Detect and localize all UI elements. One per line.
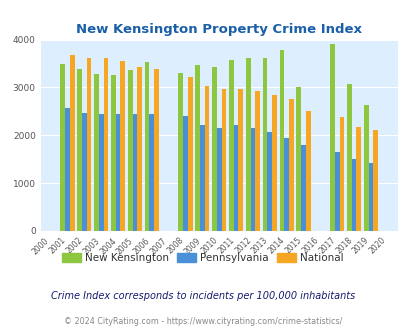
Bar xyxy=(216,128,221,231)
Bar xyxy=(60,63,65,231)
Bar xyxy=(87,58,91,231)
Bar xyxy=(115,114,120,231)
Bar xyxy=(188,77,192,231)
Bar xyxy=(363,105,368,231)
Bar xyxy=(137,67,142,231)
Bar xyxy=(195,65,200,231)
Bar xyxy=(212,67,216,231)
Legend: New Kensington, Pennsylvania, National: New Kensington, Pennsylvania, National xyxy=(58,248,347,267)
Bar xyxy=(288,99,293,231)
Bar xyxy=(284,138,288,231)
Bar xyxy=(296,87,301,231)
Text: © 2024 CityRating.com - https://www.cityrating.com/crime-statistics/: © 2024 CityRating.com - https://www.city… xyxy=(64,317,341,326)
Bar xyxy=(356,127,360,231)
Bar xyxy=(178,73,183,231)
Bar xyxy=(154,69,158,231)
Bar xyxy=(368,163,372,231)
Text: Crime Index corresponds to incidents per 100,000 inhabitants: Crime Index corresponds to incidents per… xyxy=(51,291,354,301)
Bar xyxy=(372,130,377,231)
Bar xyxy=(238,89,243,231)
Bar xyxy=(329,44,334,231)
Bar xyxy=(65,108,70,231)
Bar xyxy=(120,61,125,231)
Bar xyxy=(339,116,343,231)
Bar xyxy=(149,114,154,231)
Bar xyxy=(262,58,267,231)
Bar xyxy=(204,85,209,231)
Bar xyxy=(82,113,87,231)
Bar xyxy=(334,152,339,231)
Bar xyxy=(77,69,82,231)
Bar xyxy=(132,114,137,231)
Bar xyxy=(301,145,305,231)
Bar xyxy=(233,125,238,231)
Bar xyxy=(245,58,250,231)
Bar xyxy=(94,74,99,231)
Bar xyxy=(255,90,259,231)
Bar xyxy=(70,55,75,231)
Bar xyxy=(279,50,283,231)
Bar xyxy=(200,125,204,231)
Bar xyxy=(271,95,276,231)
Bar xyxy=(267,132,271,231)
Bar xyxy=(351,159,356,231)
Bar xyxy=(99,114,103,231)
Bar xyxy=(145,62,149,231)
Bar xyxy=(183,116,188,231)
Bar xyxy=(346,83,351,231)
Bar xyxy=(228,60,233,231)
Bar xyxy=(250,128,255,231)
Bar xyxy=(221,89,226,231)
Bar xyxy=(103,58,108,231)
Title: New Kensington Property Crime Index: New Kensington Property Crime Index xyxy=(76,23,361,36)
Bar xyxy=(128,70,132,231)
Bar xyxy=(305,111,310,231)
Bar xyxy=(111,75,115,231)
